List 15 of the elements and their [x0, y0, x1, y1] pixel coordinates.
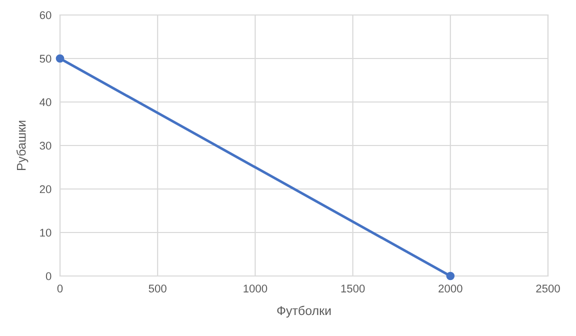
y-tick-label: 20	[40, 185, 52, 194]
y-tick-label: 60	[40, 11, 52, 20]
x-tick-label: 0	[57, 284, 63, 292]
x-axis-title: Футболки	[277, 306, 331, 318]
y-tick-label: 50	[40, 54, 52, 63]
y-axis-title: Рубашки	[16, 120, 28, 170]
x-tick-label: 1500	[341, 284, 365, 292]
x-tick-label: 1000	[244, 284, 268, 292]
x-tick-label: 500	[148, 284, 166, 292]
x-tick-label: 2500	[536, 284, 560, 292]
y-tick-label: 40	[40, 98, 52, 106]
y-tick-label: 30	[40, 142, 52, 150]
y-tick-label: 0	[46, 272, 52, 280]
x-tick-label: 2000	[438, 284, 462, 292]
y-tick-label: 10	[40, 228, 52, 237]
